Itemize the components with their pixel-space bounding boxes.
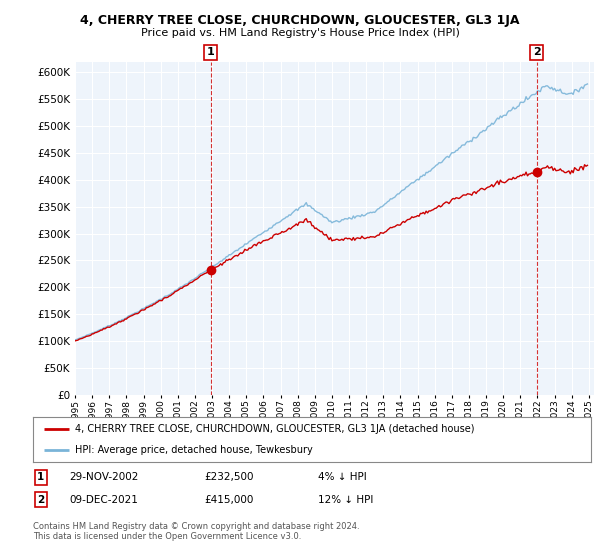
Text: 12% ↓ HPI: 12% ↓ HPI xyxy=(318,494,373,505)
Text: 09-DEC-2021: 09-DEC-2021 xyxy=(69,494,138,505)
Text: 1: 1 xyxy=(37,472,44,482)
Text: 4% ↓ HPI: 4% ↓ HPI xyxy=(318,472,367,482)
Text: 4, CHERRY TREE CLOSE, CHURCHDOWN, GLOUCESTER, GL3 1JA: 4, CHERRY TREE CLOSE, CHURCHDOWN, GLOUCE… xyxy=(80,14,520,27)
Text: 1: 1 xyxy=(207,48,215,58)
Text: 2: 2 xyxy=(533,48,541,58)
Text: 2: 2 xyxy=(37,494,44,505)
Text: £415,000: £415,000 xyxy=(204,494,253,505)
Text: Price paid vs. HM Land Registry's House Price Index (HPI): Price paid vs. HM Land Registry's House … xyxy=(140,28,460,38)
Text: 29-NOV-2002: 29-NOV-2002 xyxy=(69,472,139,482)
Text: Contains HM Land Registry data © Crown copyright and database right 2024.
This d: Contains HM Land Registry data © Crown c… xyxy=(33,522,359,542)
Text: HPI: Average price, detached house, Tewkesbury: HPI: Average price, detached house, Tewk… xyxy=(75,445,313,455)
Text: 4, CHERRY TREE CLOSE, CHURCHDOWN, GLOUCESTER, GL3 1JA (detached house): 4, CHERRY TREE CLOSE, CHURCHDOWN, GLOUCE… xyxy=(75,424,475,435)
Text: £232,500: £232,500 xyxy=(204,472,254,482)
